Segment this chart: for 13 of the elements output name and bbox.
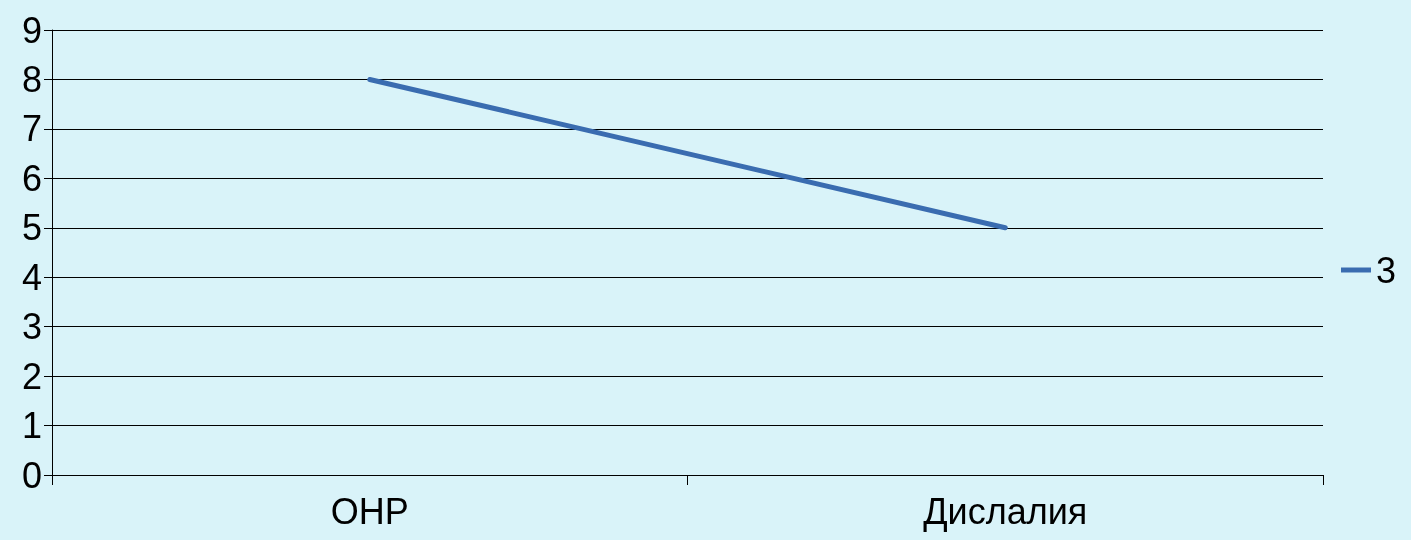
y-tick-label: 1 <box>21 405 42 447</box>
y-tick-label: 6 <box>21 157 42 199</box>
x-tick-label: ОНР <box>330 490 409 532</box>
y-tick-label: 9 <box>21 9 42 51</box>
y-tick-label: 4 <box>21 256 42 298</box>
y-tick-label: 0 <box>21 454 42 496</box>
y-tick-label: 5 <box>21 207 42 249</box>
x-tick-label: Дислалия <box>923 490 1088 532</box>
y-tick-label: 2 <box>21 355 42 397</box>
legend-label: 3 <box>1375 249 1397 291</box>
y-tick-label: 8 <box>21 58 42 100</box>
y-tick-label: 3 <box>21 306 42 348</box>
y-tick-label: 7 <box>21 108 42 150</box>
